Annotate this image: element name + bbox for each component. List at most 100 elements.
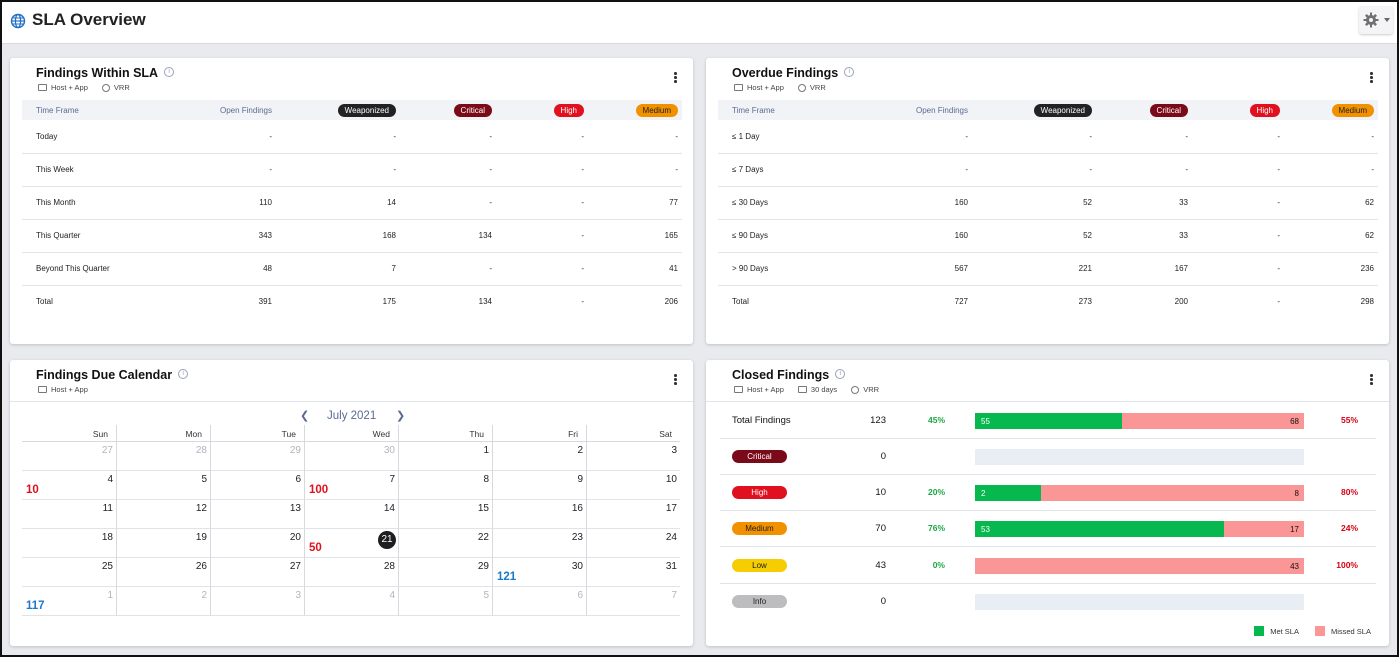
column-header[interactable]: Critical [400,100,496,120]
closed-findings-row[interactable]: Info 0 [720,584,1376,620]
calendar-day[interactable]: 8 [398,471,492,500]
table-cell[interactable]: 62 [1284,219,1378,253]
table-cell[interactable]: - [588,153,682,187]
calendar-day[interactable]: 29 [398,558,492,587]
table-cell[interactable]: - [400,252,496,286]
table-cell[interactable]: 343 [172,219,276,253]
table-cell[interactable]: 298 [1360,297,1374,307]
table-cell[interactable]: - [972,120,1096,154]
table-cell[interactable]: 52 [972,186,1096,220]
calendar-day[interactable]: 22 [398,529,492,558]
calendar-day[interactable]: 5 [116,471,210,500]
table-cell[interactable]: 273 [1078,297,1092,307]
column-header[interactable]: Medium [1284,100,1378,120]
closed-findings-row[interactable]: High 10 20% 2 8 80% [720,475,1376,511]
calendar-day[interactable]: 28 [304,558,398,587]
table-cell[interactable]: 200 [1174,297,1188,307]
calendar-day[interactable]: 10 [586,471,680,500]
table-cell[interactable]: - [172,153,276,187]
table-cell[interactable]: 165 [588,219,682,253]
calendar-day[interactable]: 25 [22,558,116,587]
table-cell[interactable]: 391 [258,297,272,307]
calendar-day[interactable]: 31 [586,558,680,587]
calendar-day[interactable]: 30 [304,442,398,471]
table-cell[interactable]: 206 [664,297,678,307]
table-cell[interactable]: - [1096,153,1192,187]
table-cell[interactable]: 134 [478,297,492,307]
closed-findings-row[interactable]: Low 43 0% 43 100% [720,548,1376,584]
calendar-day[interactable]: 18 [22,529,116,558]
calendar-day[interactable]: 28 [116,442,210,471]
prev-month-icon[interactable]: ❮ [300,410,310,422]
table-cell[interactable]: - [496,153,588,187]
table-cell[interactable]: 62 [1284,186,1378,220]
table-cell[interactable]: - [1284,120,1378,154]
calendar-day[interactable]: 15 [398,500,492,529]
table-cell[interactable]: - [496,120,588,154]
column-header[interactable]: Open Findings [172,100,276,120]
calendar-day[interactable]: 5 [398,587,492,616]
table-cell[interactable]: 41 [588,252,682,286]
table-cell[interactable]: - [588,120,682,154]
table-cell[interactable]: 221 [972,252,1096,286]
calendar-day[interactable]: 6 [492,587,586,616]
table-cell[interactable]: - [400,153,496,187]
table-cell[interactable]: - [1277,297,1280,307]
calendar-day[interactable]: 11 [22,500,116,529]
table-cell[interactable]: 7 [276,252,400,286]
table-cell[interactable]: - [496,252,588,286]
calendar-day[interactable]: 26 [116,558,210,587]
calendar-day[interactable]: 2 [116,587,210,616]
table-cell[interactable]: - [1192,120,1284,154]
sla-progress-bar[interactable]: 53 17 [975,521,1304,537]
calendar-day[interactable]: 12 [116,500,210,529]
kebab-menu-icon[interactable] [674,72,677,84]
calendar-day[interactable]: 14 [304,500,398,529]
info-icon[interactable]: i [164,67,175,77]
calendar-day[interactable]: 30 121 [492,558,586,587]
due-count-badge[interactable]: 117 [26,600,45,612]
table-cell[interactable]: - [496,219,588,253]
table-cell[interactable]: 167 [1096,252,1192,286]
calendar-day[interactable]: 19 [116,529,210,558]
calendar-day[interactable]: 2 [492,442,586,471]
sla-progress-bar[interactable] [975,449,1304,465]
calendar-day[interactable]: 7 100 [304,471,398,500]
calendar-day[interactable]: 4 [304,587,398,616]
table-cell[interactable]: 160 [868,219,972,253]
calendar-day[interactable]: 7 [586,587,680,616]
column-header[interactable]: High [496,100,588,120]
closed-findings-row[interactable]: Total Findings 123 45% 55 68 55% [720,403,1376,439]
table-cell[interactable]: - [400,186,496,220]
calendar-day[interactable]: 13 [210,500,304,529]
column-header[interactable]: Weaponized [276,100,400,120]
closed-findings-row[interactable]: Medium 70 76% 53 17 24% [720,511,1376,547]
sla-progress-bar[interactable] [975,594,1304,610]
table-cell[interactable]: - [496,186,588,220]
calendar-day[interactable]: 3 [586,442,680,471]
table-cell[interactable]: 134 [400,219,496,253]
due-count-badge[interactable]: 10 [26,484,39,496]
table-cell[interactable]: 33 [1096,186,1192,220]
info-icon[interactable]: i [835,369,846,379]
calendar-day[interactable]: 16 [492,500,586,529]
table-cell[interactable]: - [868,153,972,187]
calendar-day[interactable]: 1 [398,442,492,471]
column-header[interactable]: High [1192,100,1284,120]
due-count-badge[interactable]: 121 [497,571,517,583]
table-cell[interactable]: 77 [588,186,682,220]
calendar-day[interactable]: 6 [210,471,304,500]
kebab-menu-icon[interactable] [674,374,677,386]
kebab-menu-icon[interactable] [1370,72,1373,84]
table-cell[interactable]: - [868,120,972,154]
calendar-day[interactable]: 24 [586,529,680,558]
column-header[interactable]: Open Findings [868,100,972,120]
table-cell[interactable]: - [172,120,276,154]
table-cell[interactable]: 168 [276,219,400,253]
table-cell[interactable]: 48 [172,252,276,286]
table-cell[interactable]: - [276,153,400,187]
table-cell[interactable]: 110 [172,186,276,220]
calendar-day[interactable]: 29 [210,442,304,471]
due-count-badge[interactable]: 100 [309,484,329,496]
